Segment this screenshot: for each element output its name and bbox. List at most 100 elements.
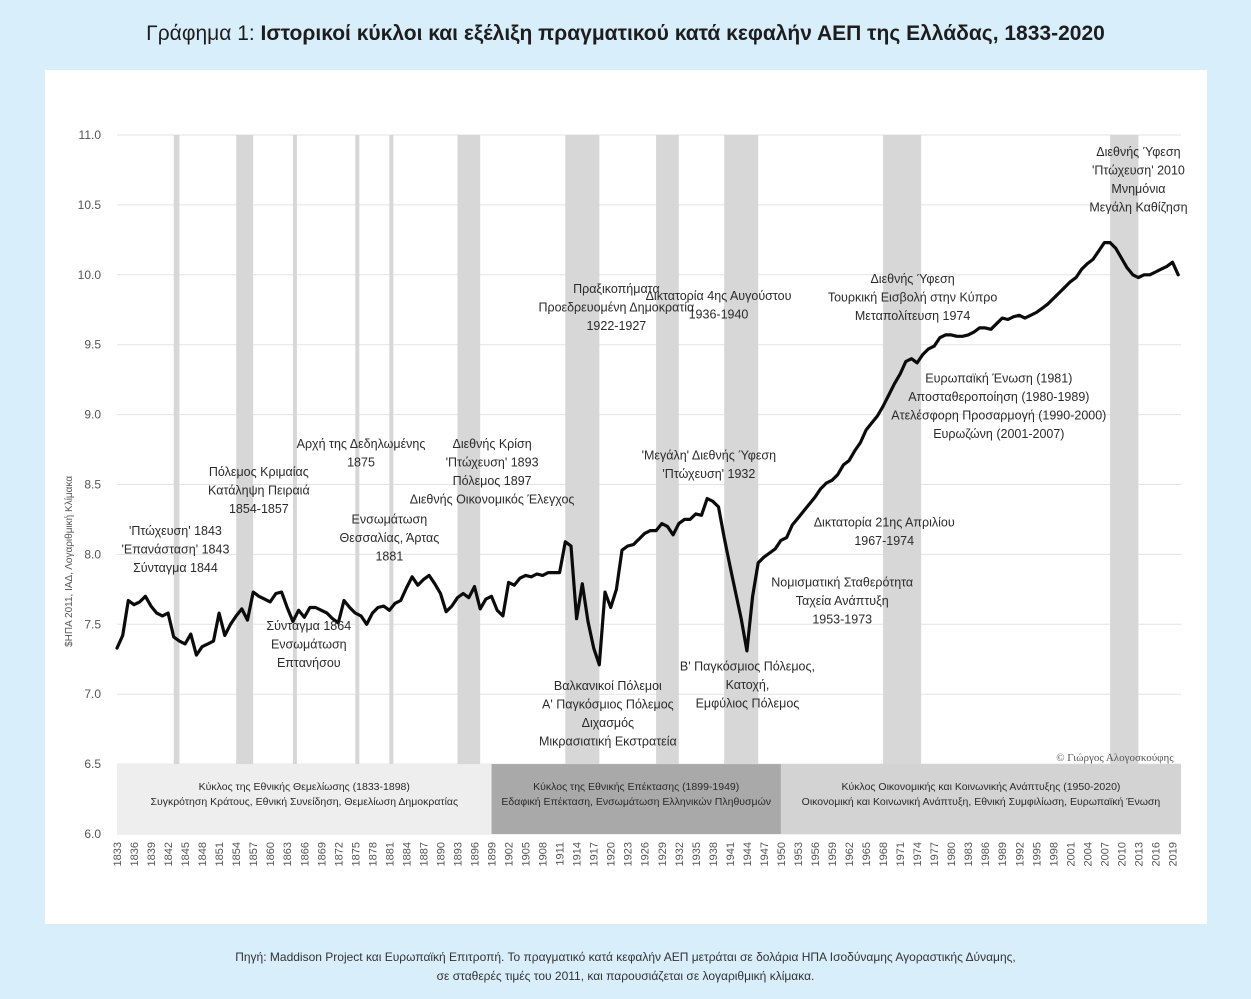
x-tick-label-1845: 1845: [180, 842, 192, 866]
x-tick-label-2019: 2019: [1167, 842, 1179, 866]
x-tick-label-1977: 1977: [929, 842, 941, 866]
annotation-9-line-2: Διχασμός: [582, 716, 634, 730]
annotation-12-line-1: 'Πτώχευση' 2010: [1092, 163, 1185, 177]
annotation-6-line-0: Πραξικοπήματα: [573, 282, 660, 296]
annotation-6-line-2: 1922-1927: [586, 319, 646, 333]
page-title: Γράφημα 1: Ιστορικοί κύκλοι και εξέλιξη …: [0, 22, 1251, 46]
x-tick-label-1932: 1932: [674, 842, 686, 866]
annotation-13-line-3: Ευρωζώνη (2001-2007): [933, 427, 1064, 441]
x-tick-label-1857: 1857: [248, 842, 260, 866]
cycle-band-1: [491, 764, 781, 834]
annotation-14-line-0: Δικτατορία 21ης Απριλίου: [814, 515, 955, 529]
x-tick-label-2001: 2001: [1065, 842, 1077, 866]
x-tick-label-1878: 1878: [367, 842, 379, 866]
x-tick-label-1854: 1854: [231, 842, 243, 866]
shaded-period-1: [236, 135, 254, 765]
annotation-3-line-2: 1881: [375, 550, 403, 564]
x-tick-label-1959: 1959: [827, 842, 839, 866]
y-tick-label-7.0: 7.0: [84, 687, 101, 701]
cycle-band-2: [780, 764, 1181, 834]
annotation-12-line-0: Διεθνής Ύφεση: [1096, 145, 1180, 159]
annotation-5-line-2: Πόλεμος 1897: [453, 474, 532, 488]
annotation-0-line-0: 'Πτώχευση' 1843: [129, 524, 222, 538]
annotation-3-line-1: Θεσσαλίας, Άρτας: [339, 531, 439, 545]
x-tick-label-1995: 1995: [1031, 842, 1043, 866]
x-tick-label-1935: 1935: [691, 842, 703, 866]
x-tick-label-1929: 1929: [657, 842, 669, 866]
annotation-14-line-1: 1967-1974: [854, 534, 914, 548]
gdp-chart: Κύκλος της Εθνικής Θεμελίωσης (1833-1898…: [63, 128, 1188, 866]
annotation-11-line-1: Τουρκική Εισβολή στην Κύπρο: [828, 291, 998, 305]
x-tick-label-2007: 2007: [1099, 842, 1111, 866]
x-tick-label-1881: 1881: [384, 842, 396, 866]
annotation-3-line-0: Ενσωμάτωση: [352, 513, 428, 527]
x-tick-label-1971: 1971: [895, 842, 907, 866]
x-tick-label-1953: 1953: [793, 842, 805, 866]
annotation-9-line-3: Μικρασιατική Εκστρατεία: [539, 735, 677, 749]
annotation-1-line-2: 1854-1857: [229, 502, 289, 516]
x-tick-label-1965: 1965: [861, 842, 873, 866]
annotation-12-line-3: Μεγάλη Καθίζηση: [1089, 200, 1187, 214]
cycle-band-subtitle-1: Εδαφική Επέκταση, Ενσωμάτωση Ελληνικών Π…: [501, 796, 771, 808]
x-tick-label-1902: 1902: [504, 842, 516, 866]
x-tick-label-1998: 1998: [1048, 842, 1060, 866]
y-tick-label-9.5: 9.5: [84, 338, 101, 352]
cycle-band-title-1: Κύκλος της Εθνικής Επέκτασης (1899-1949): [533, 781, 739, 793]
cycle-band-title-0: Κύκλος της Εθνικής Θεμελίωσης (1833-1898…: [199, 781, 410, 793]
y-axis-label: $ΗΠΑ 2011, ΙΑΔ, Λογαριθμική Κλίμακα: [63, 476, 75, 647]
annotation-1-line-0: Πόλεμος Κριμαίας: [209, 465, 309, 479]
x-tick-label-2004: 2004: [1082, 842, 1094, 866]
annotation-8-line-1: 'Πτώχευση' 1932: [662, 467, 755, 481]
annotation-10-line-2: Εμφύλιος Πόλεμος: [696, 696, 800, 710]
cycle-band-title-2: Κύκλος Οικονομικής και Κοινωνικής Ανάπτυ…: [842, 781, 1121, 793]
shaded-period-0: [173, 135, 180, 765]
annotation-5-line-0: Διεθνής Κρίση: [452, 437, 531, 451]
x-tick-label-1860: 1860: [265, 842, 277, 866]
x-tick-label-1896: 1896: [470, 842, 482, 866]
x-tick-label-1941: 1941: [725, 842, 737, 866]
cycle-band-subtitle-0: Συγκρότηση Κράτους, Εθνική Συνείδηση, Θε…: [150, 796, 458, 808]
annotation-9-line-0: Βαλκανικοί Πόλεμοι: [554, 679, 662, 693]
annotation-10-line-0: Β' Παγκόσμιος Πόλεμος,: [680, 659, 815, 673]
x-tick-label-1923: 1923: [623, 842, 635, 866]
x-tick-label-1917: 1917: [589, 842, 601, 866]
x-tick-label-1950: 1950: [776, 842, 788, 866]
shaded-period-5: [457, 135, 481, 765]
annotation-12-line-2: Μνημόνια: [1111, 182, 1165, 196]
annotation-4-line-0: Σύνταγμα 1864: [266, 619, 351, 633]
x-tick-label-1905: 1905: [521, 842, 533, 866]
x-tick-label-1911: 1911: [555, 842, 567, 866]
y-tick-label-11.0: 11.0: [79, 128, 102, 142]
annotation-9-line-1: Α' Παγκόσμιος Πόλεμος: [542, 698, 674, 712]
shaded-period-7: [656, 135, 679, 765]
y-tick-label-7.5: 7.5: [84, 617, 101, 631]
y-tick-label-6.0: 6.0: [84, 827, 101, 841]
x-tick-label-1920: 1920: [606, 842, 618, 866]
x-tick-label-1974: 1974: [912, 842, 924, 866]
x-tick-label-1938: 1938: [708, 842, 720, 866]
cycle-band-subtitle-2: Οικονομική και Κοινωνική Ανάπτυξη, Εθνικ…: [802, 796, 1161, 808]
annotation-7-line-1: 1936-1940: [689, 307, 749, 321]
annotation-8-line-0: 'Μεγάλη' Διεθνής Ύφεση: [642, 448, 777, 462]
x-tick-label-1944: 1944: [742, 842, 754, 866]
x-tick-label-2016: 2016: [1150, 842, 1162, 866]
annotation-11-line-0: Διεθνής Ύφεση: [870, 272, 954, 286]
annotation-2-line-1: 1875: [347, 456, 375, 470]
annotation-13-line-2: Ατελέσφορη Προσαρμογή (1990-2000): [891, 408, 1106, 422]
annotation-13-line-1: Αποσταθεροποίηση (1980-1989): [908, 390, 1089, 404]
source-line-1: Πηγή: Maddison Project και Ευρωπαϊκή Επι…: [235, 950, 1016, 964]
x-tick-label-1914: 1914: [572, 842, 584, 866]
x-tick-label-1848: 1848: [197, 842, 209, 866]
shaded-period-6: [565, 135, 600, 765]
x-tick-label-1851: 1851: [214, 842, 226, 866]
x-tick-label-1884: 1884: [401, 842, 413, 866]
x-tick-label-1869: 1869: [316, 842, 328, 866]
x-tick-label-1893: 1893: [452, 842, 464, 866]
annotation-7-line-0: Δικτατορία 4ης Αυγούστου: [646, 289, 792, 303]
y-tick-label-6.5: 6.5: [84, 757, 101, 771]
annotation-0-line-1: 'Επανάσταση' 1843: [121, 542, 229, 556]
annotation-15-line-0: Νομισματική Σταθερότητα: [771, 576, 913, 590]
x-tick-label-2010: 2010: [1116, 842, 1128, 866]
annotation-6-line-1: Προεδρευομένη Δημοκρατία: [538, 300, 694, 314]
x-tick-label-1863: 1863: [282, 842, 294, 866]
